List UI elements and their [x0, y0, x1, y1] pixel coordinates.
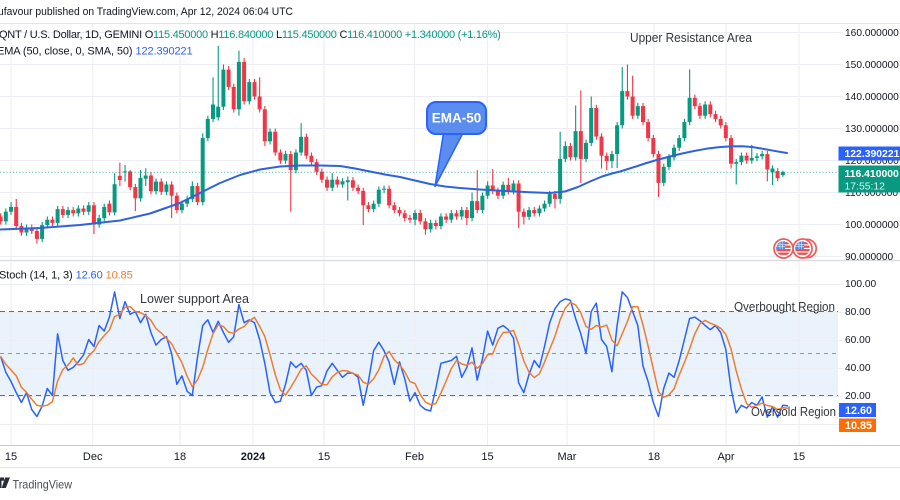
svg-text:20.00: 20.00 [845, 391, 871, 402]
svg-text:Oversold Region: Oversold Region [751, 404, 836, 419]
svg-text:Upper Resistance Area: Upper Resistance Area [630, 30, 753, 45]
svg-text:15: 15 [318, 451, 330, 463]
svg-text:2024: 2024 [241, 451, 266, 463]
svg-text:100.00: 100.00 [845, 279, 876, 290]
svg-text:120.000000: 120.000000 [845, 156, 899, 167]
svg-text:Feb: Feb [405, 451, 424, 463]
svg-text:60.00: 60.00 [845, 335, 871, 346]
svg-text:18: 18 [648, 451, 660, 463]
svg-text:Stoch (14, 1, 3) 12.60 10.85: Stoch (14, 1, 3) 12.60 10.85 [0, 270, 133, 282]
svg-text:Apr: Apr [717, 451, 734, 463]
svg-text:TradingView: TradingView [13, 477, 73, 491]
svg-text:122.390221: 122.390221 [845, 149, 900, 160]
svg-text:150.000000: 150.000000 [845, 60, 899, 71]
svg-text:116.410000: 116.410000 [845, 169, 900, 180]
svg-text:15: 15 [793, 451, 805, 463]
svg-text:Lower support Area: Lower support Area [140, 291, 250, 306]
svg-text:110.000000: 110.000000 [845, 188, 898, 199]
svg-text:18: 18 [174, 451, 186, 463]
svg-text:12.60: 12.60 [845, 405, 872, 417]
svg-text:EMA (50, close, 0, SMA, 50) 1: EMA (50, close, 0, SMA, 50) 122.390221 [0, 46, 193, 58]
svg-text:100.000000: 100.000000 [845, 220, 899, 231]
svg-text:15: 15 [5, 451, 17, 463]
svg-text:Mar: Mar [558, 451, 577, 463]
svg-text:17:55:12: 17:55:12 [845, 181, 886, 192]
svg-text:80.00: 80.00 [845, 307, 871, 318]
svg-text:QNT / U.S. Dollar, 1D, GEMINI: QNT / U.S. Dollar, 1D, GEMINI O115.45000… [0, 29, 501, 41]
svg-text:130.000000: 130.000000 [845, 124, 899, 135]
svg-text:160.000000: 160.000000 [845, 28, 899, 39]
svg-text:EMA-50: EMA-50 [432, 111, 482, 126]
svg-text:40.00: 40.00 [845, 363, 871, 374]
svg-text:10.85: 10.85 [845, 420, 872, 432]
svg-text:90.000000: 90.000000 [845, 252, 893, 263]
svg-text:15: 15 [481, 451, 493, 463]
svg-text:Overbought Region: Overbought Region [734, 299, 835, 314]
svg-text:Dec: Dec [83, 451, 103, 463]
svg-text:140.000000: 140.000000 [845, 92, 899, 103]
svg-text:ufavour published on TradingVi: ufavour published on TradingView.com, Ap… [0, 6, 293, 18]
